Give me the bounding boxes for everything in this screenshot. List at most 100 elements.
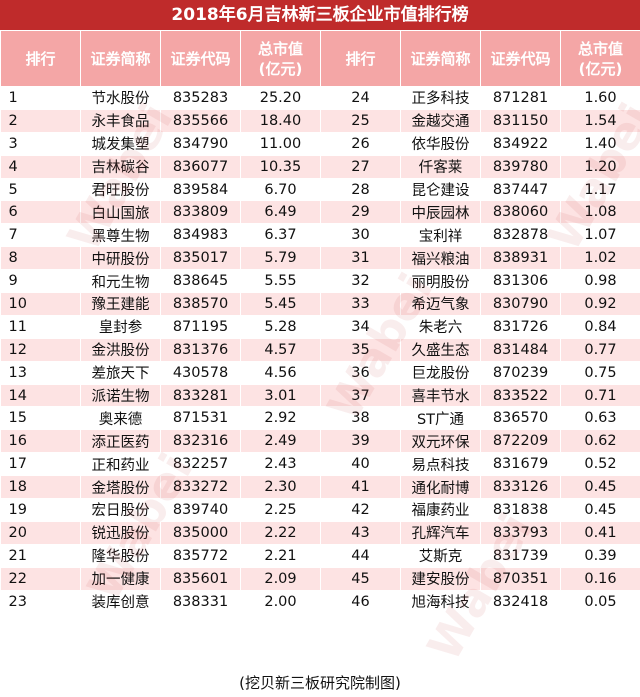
rank-cell: 11 bbox=[0, 315, 81, 339]
rank-cell: 5 bbox=[0, 178, 81, 202]
value-cell: 0.45 bbox=[560, 475, 640, 500]
table-row: 3 城发集塑 834790 11.00 26 依华股份 834922 1.40 bbox=[0, 132, 640, 156]
name-cell: 宏日股份 bbox=[80, 498, 161, 522]
code-cell: 838331 bbox=[160, 590, 241, 614]
header-rank: 排行 bbox=[320, 30, 401, 87]
header-row: 排行 证券简称 证券代码 总市值 (亿元) 排行 证券简称 证券代码 总市值 (亿元… bbox=[0, 30, 640, 87]
value-cell: 1.02 bbox=[560, 246, 640, 271]
name-cell: 依华股份 bbox=[400, 132, 481, 156]
table-row: 19 宏日股份 839740 2.25 42 福康药业 831838 0.45 bbox=[0, 498, 640, 522]
rank-cell: 21 bbox=[0, 544, 81, 568]
name-cell: 艾斯克 bbox=[400, 544, 481, 568]
name-cell: 双元环保 bbox=[400, 429, 481, 454]
name-cell: 通化耐博 bbox=[400, 475, 481, 500]
code-cell: 831484 bbox=[480, 338, 561, 362]
name-cell: 正和药业 bbox=[80, 452, 161, 477]
name-cell: 巨龙股份 bbox=[400, 361, 481, 385]
code-cell: 834922 bbox=[480, 132, 561, 156]
code-cell: 833809 bbox=[160, 200, 241, 225]
rank-cell: 43 bbox=[320, 521, 401, 545]
rank-cell: 23 bbox=[0, 590, 81, 614]
code-cell: 832316 bbox=[160, 429, 241, 454]
value-cell: 1.20 bbox=[560, 155, 640, 179]
table-row: 18 金塔股份 833272 2.30 41 通化耐博 833126 0.45 bbox=[0, 475, 640, 500]
code-cell: 836570 bbox=[480, 406, 561, 431]
name-cell: 朱老六 bbox=[400, 315, 481, 339]
table-row: 12 金洪股份 831376 4.57 35 久盛生态 831484 0.77 bbox=[0, 338, 640, 362]
header-rank: 排行 bbox=[0, 30, 81, 87]
value-cell: 5.79 bbox=[240, 246, 321, 271]
value-cell: 1.08 bbox=[560, 200, 640, 225]
name-cell: 节水股份 bbox=[80, 86, 161, 110]
value-cell: 25.20 bbox=[240, 86, 321, 110]
code-cell: 838931 bbox=[480, 246, 561, 271]
name-cell: 昆仑建设 bbox=[400, 178, 481, 202]
name-cell: 正多科技 bbox=[400, 86, 481, 110]
code-cell: 835601 bbox=[160, 567, 241, 591]
code-cell: 833272 bbox=[160, 475, 241, 500]
value-cell: 0.63 bbox=[560, 406, 640, 431]
name-cell: 丽明股份 bbox=[400, 269, 481, 294]
value-cell: 2.43 bbox=[240, 452, 321, 477]
table-row: 15 奥来德 871531 2.92 38 ST广通 836570 0.63 bbox=[0, 406, 640, 431]
name-cell: 锐迅股份 bbox=[80, 521, 161, 545]
header-code: 证券代码 bbox=[480, 30, 561, 87]
code-cell: 839584 bbox=[160, 178, 241, 202]
code-cell: 872209 bbox=[480, 429, 561, 454]
code-cell: 831679 bbox=[480, 452, 561, 477]
name-cell: 建安股份 bbox=[400, 567, 481, 591]
name-cell: 福康药业 bbox=[400, 498, 481, 522]
code-cell: 832418 bbox=[480, 590, 561, 614]
value-cell: 1.60 bbox=[560, 86, 640, 110]
rank-cell: 46 bbox=[320, 590, 401, 614]
name-cell: 中辰园林 bbox=[400, 200, 481, 225]
name-cell: 金越交通 bbox=[400, 109, 481, 133]
name-cell: 孔辉汽车 bbox=[400, 521, 481, 545]
rank-cell: 10 bbox=[0, 292, 81, 316]
table-row: 7 黑尊生物 834983 6.37 30 宝利祥 832878 1.07 bbox=[0, 223, 640, 248]
table-row: 16 添正医药 832316 2.49 39 双元环保 872209 0.62 bbox=[0, 429, 640, 454]
table-row: 23 装库创意 838331 2.00 46 旭海科技 832418 0.05 bbox=[0, 590, 640, 614]
code-cell: 831306 bbox=[480, 269, 561, 294]
rank-cell: 38 bbox=[320, 406, 401, 431]
value-cell: 10.35 bbox=[240, 155, 321, 179]
code-cell: 833522 bbox=[480, 384, 561, 408]
table-row: 14 派诺生物 833281 3.01 37 喜丰节水 833522 0.71 bbox=[0, 384, 640, 408]
rank-cell: 6 bbox=[0, 200, 81, 225]
rank-cell: 31 bbox=[320, 246, 401, 271]
table-row: 4 吉林碳谷 836077 10.35 27 仟客莱 839780 1.20 bbox=[0, 155, 640, 179]
rank-cell: 28 bbox=[320, 178, 401, 202]
code-cell: 830790 bbox=[480, 292, 561, 316]
name-cell: 城发集塑 bbox=[80, 132, 161, 156]
code-cell: 835017 bbox=[160, 246, 241, 271]
value-cell: 6.37 bbox=[240, 223, 321, 248]
value-cell: 1.17 bbox=[560, 178, 640, 202]
name-cell: 白山国旅 bbox=[80, 200, 161, 225]
name-cell: 差旅天下 bbox=[80, 361, 161, 385]
value-cell: 2.00 bbox=[240, 590, 321, 614]
code-cell: 839780 bbox=[480, 155, 561, 179]
value-cell: 2.25 bbox=[240, 498, 321, 522]
value-cell: 0.84 bbox=[560, 315, 640, 339]
value-cell: 2.49 bbox=[240, 429, 321, 454]
table-row: 21 隆华股份 835772 2.21 44 艾斯克 831739 0.39 bbox=[0, 544, 640, 568]
rank-cell: 20 bbox=[0, 521, 81, 545]
rank-cell: 40 bbox=[320, 452, 401, 477]
rank-cell: 1 bbox=[0, 86, 81, 110]
code-cell: 831838 bbox=[480, 498, 561, 522]
rank-cell: 2 bbox=[0, 109, 81, 133]
name-cell: 金塔股份 bbox=[80, 475, 161, 500]
code-cell: 430578 bbox=[160, 361, 241, 385]
value-cell: 6.70 bbox=[240, 178, 321, 202]
table-row: 2 永丰食品 835566 18.40 25 金越交通 831150 1.54 bbox=[0, 109, 640, 133]
code-cell: 835000 bbox=[160, 521, 241, 545]
market-cap-table: 排行 证券简称 证券代码 总市值 (亿元) 排行 证券简称 证券代码 总市值 (亿元… bbox=[0, 30, 640, 614]
header-name: 证券简称 bbox=[400, 30, 481, 87]
name-cell: 易点科技 bbox=[400, 452, 481, 477]
header-code: 证券代码 bbox=[160, 30, 241, 87]
code-cell: 831376 bbox=[160, 338, 241, 362]
value-cell: 0.92 bbox=[560, 292, 640, 316]
table-row: 6 白山国旅 833809 6.49 29 中辰园林 838060 1.08 bbox=[0, 200, 640, 225]
value-cell: 1.07 bbox=[560, 223, 640, 248]
code-cell: 838570 bbox=[160, 292, 241, 316]
